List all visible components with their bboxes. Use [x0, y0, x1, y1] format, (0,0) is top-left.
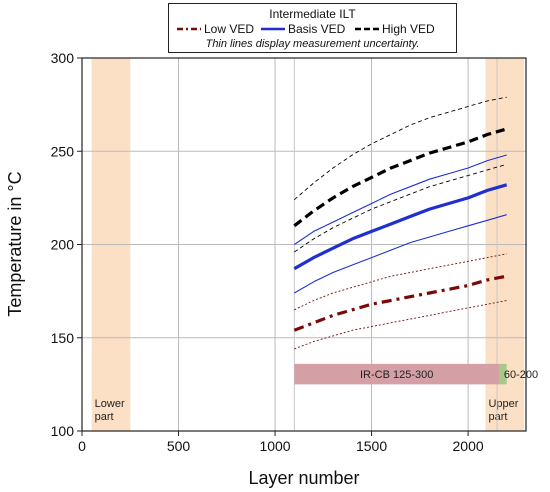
legend-note: Thin lines display measurement uncertain…: [205, 38, 420, 50]
legend-title: Intermediate ILT: [269, 7, 356, 21]
annotation-bar-1: [498, 363, 507, 385]
series-line-8: [294, 163, 507, 253]
y-tick-label-4: 300: [51, 50, 75, 66]
y-tick-label-2: 200: [51, 237, 75, 253]
shaded-region-label-0: Lower part: [95, 398, 125, 423]
annotation-bar-0: [294, 363, 499, 385]
y-tick-label-1: 150: [51, 330, 75, 346]
legend-label-basis-ved: Basis VED: [288, 22, 346, 36]
series-line-3: [293, 183, 508, 271]
series-line-4: [293, 154, 507, 245]
series-line-5: [294, 214, 507, 294]
annotation-bar-label-1: 60-200: [504, 369, 538, 381]
data-series: [293, 96, 508, 350]
y-tick-label-0: 100: [51, 423, 75, 439]
series-line-7: [294, 96, 507, 201]
shaded-region-label-1: Upper part: [488, 398, 518, 423]
series-line-6: [293, 127, 508, 228]
y-axis-label: Temperature in °C: [5, 171, 25, 316]
series-line-0: [293, 274, 508, 332]
legend-label-high-ved: High VED: [382, 22, 435, 36]
x-tick-label-1: 500: [167, 438, 191, 454]
legend-label-low-ved: Low VED: [204, 22, 255, 36]
series-line-2: [294, 300, 507, 350]
annotation-bars: IR-CB 125-300 60-200: [294, 363, 538, 385]
y-tick-label-3: 250: [51, 143, 75, 159]
x-tick-label-4: 2000: [453, 438, 484, 454]
x-tick-label-0: 0: [78, 438, 86, 454]
x-axis-label: Layer number: [248, 468, 359, 488]
series-line-1: [294, 253, 507, 311]
legend: Intermediate ILT Low VED Basis VED High …: [168, 3, 457, 53]
annotation-bar-label-0: IR-CB 125-300: [360, 369, 433, 381]
x-tick-label-2: 1000: [259, 438, 290, 454]
x-tick-label-3: 1500: [356, 438, 387, 454]
axis-ticks: 0 500 1000 1500 2000 100 150 200 250 300: [51, 50, 484, 454]
